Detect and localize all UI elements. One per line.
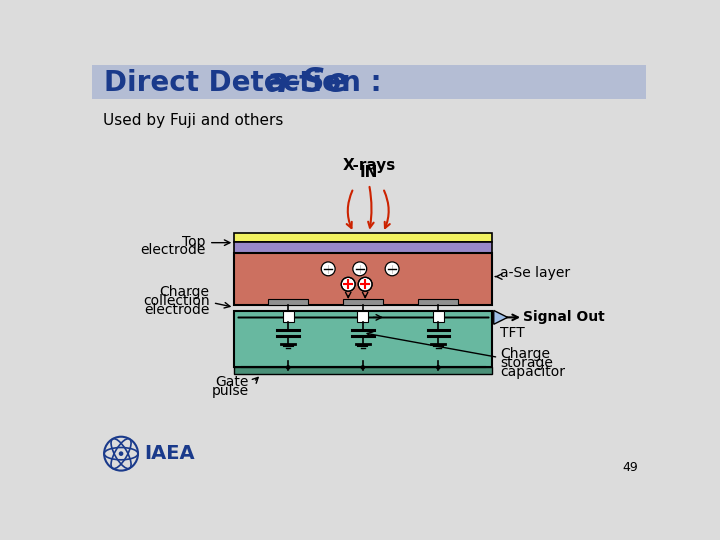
Bar <box>357 311 368 322</box>
Circle shape <box>286 365 290 370</box>
Text: Direct Detection :: Direct Detection : <box>104 69 392 97</box>
Text: IN: IN <box>360 165 378 180</box>
Text: a-Se layer: a-Se layer <box>500 266 570 280</box>
Text: pulse: pulse <box>212 384 249 399</box>
Bar <box>433 311 444 322</box>
Text: collection: collection <box>143 294 210 308</box>
Text: capacitor: capacitor <box>500 365 565 379</box>
Bar <box>268 299 308 305</box>
Circle shape <box>119 451 123 456</box>
Bar <box>283 311 294 322</box>
Text: 49: 49 <box>623 462 639 475</box>
Circle shape <box>353 262 366 276</box>
Bar <box>234 311 492 367</box>
Circle shape <box>361 365 365 370</box>
Text: Used by Fuji and others: Used by Fuji and others <box>102 113 283 128</box>
Text: IAEA: IAEA <box>144 444 195 463</box>
Text: Charge: Charge <box>160 285 210 299</box>
Circle shape <box>436 365 441 370</box>
Text: Top: Top <box>182 235 206 249</box>
Text: Charge: Charge <box>500 347 550 361</box>
Circle shape <box>321 262 335 276</box>
Circle shape <box>385 262 399 276</box>
Text: a-Se: a-Se <box>266 66 348 99</box>
Bar <box>234 242 492 253</box>
Text: electrode: electrode <box>140 242 206 256</box>
Circle shape <box>359 278 372 291</box>
Bar <box>234 233 492 242</box>
Circle shape <box>341 278 355 291</box>
Bar <box>418 299 459 305</box>
Bar <box>343 299 383 305</box>
Bar <box>92 65 647 99</box>
Text: Gate: Gate <box>215 375 249 389</box>
Text: storage: storage <box>500 356 553 370</box>
Bar <box>234 367 492 374</box>
Text: TFT: TFT <box>500 326 525 340</box>
Text: X-rays: X-rays <box>343 158 395 173</box>
Text: Signal Out: Signal Out <box>523 310 605 325</box>
Text: electrode: electrode <box>144 303 210 318</box>
Bar <box>234 253 492 305</box>
Polygon shape <box>494 310 508 325</box>
